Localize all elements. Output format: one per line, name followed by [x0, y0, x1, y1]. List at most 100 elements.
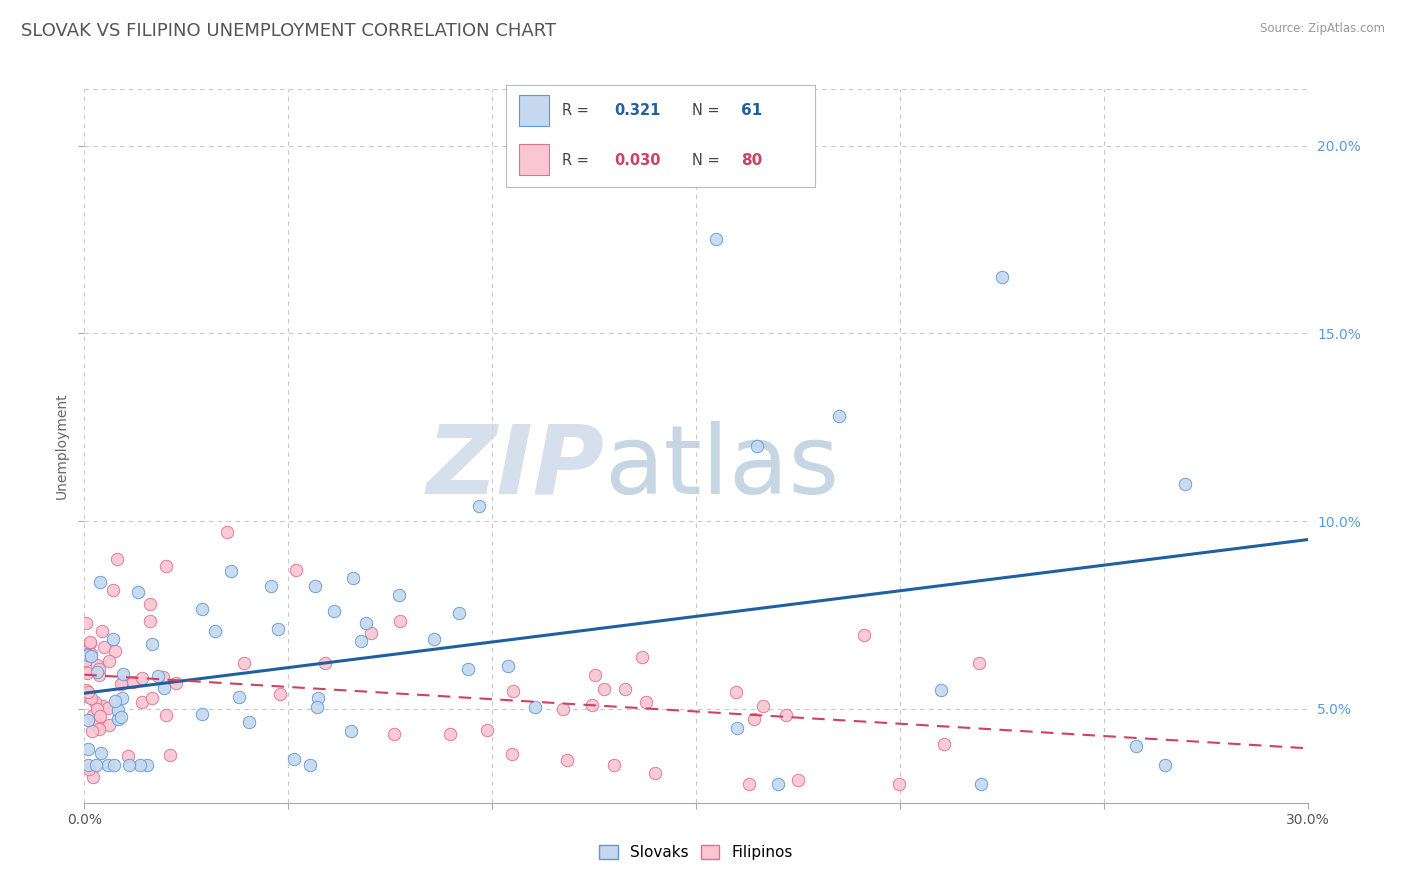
Point — [155, 707, 177, 722]
Point — [204, 624, 226, 639]
Point — [103, 582, 125, 597]
Point — [285, 563, 308, 577]
Point — [314, 657, 336, 671]
Point — [475, 723, 498, 737]
Point — [190, 602, 212, 616]
Point — [502, 683, 524, 698]
Point — [305, 699, 328, 714]
Point — [634, 695, 657, 709]
Point — [77, 741, 100, 756]
Point — [84, 695, 107, 709]
Point — [104, 694, 127, 708]
Point — [84, 758, 107, 772]
Point — [775, 708, 797, 723]
Point — [111, 691, 134, 706]
Point — [91, 624, 114, 639]
Point — [80, 690, 103, 705]
Point — [360, 626, 382, 640]
Point — [90, 746, 112, 760]
Point — [354, 615, 377, 630]
Point — [107, 712, 129, 726]
Point — [159, 747, 181, 762]
Point — [141, 691, 163, 706]
Point — [129, 758, 152, 772]
Point — [127, 585, 149, 599]
Point — [1174, 476, 1197, 491]
Point — [80, 648, 103, 663]
Point — [603, 758, 626, 772]
Text: R =: R = — [562, 103, 589, 119]
Point — [388, 587, 411, 601]
Point — [83, 717, 105, 731]
Point — [457, 662, 479, 676]
Point — [77, 690, 100, 704]
Point — [138, 597, 160, 611]
Point — [853, 628, 876, 642]
Text: 0.321: 0.321 — [614, 103, 661, 119]
Point — [91, 699, 114, 714]
Point — [93, 640, 115, 654]
Point — [725, 685, 748, 699]
Point — [110, 677, 132, 691]
Point — [496, 658, 519, 673]
Point — [79, 634, 101, 648]
Point — [725, 721, 748, 735]
Point — [80, 724, 103, 739]
Point — [644, 765, 666, 780]
Point — [349, 633, 371, 648]
Text: 80: 80 — [741, 153, 762, 168]
Point — [86, 701, 108, 715]
Point — [304, 579, 326, 593]
Text: Source: ZipAtlas.com: Source: ZipAtlas.com — [1260, 22, 1385, 36]
Point — [110, 710, 132, 724]
Point — [136, 758, 159, 772]
Point — [139, 615, 162, 629]
Text: ZIP: ZIP — [426, 421, 605, 514]
Text: 61: 61 — [741, 103, 762, 119]
Point — [752, 698, 775, 713]
Point — [89, 575, 111, 590]
Point — [342, 570, 364, 584]
Point — [970, 777, 993, 791]
Point — [76, 665, 98, 680]
Point — [553, 702, 575, 716]
Point — [233, 657, 256, 671]
Point — [613, 682, 636, 697]
Point — [524, 699, 547, 714]
Point — [131, 671, 153, 685]
Point — [77, 758, 100, 772]
Point — [166, 676, 188, 690]
Point — [217, 525, 239, 540]
Point — [706, 232, 728, 246]
Point — [631, 649, 654, 664]
Point — [155, 559, 177, 574]
Point — [267, 622, 290, 636]
Text: N =: N = — [692, 153, 720, 168]
Point — [89, 662, 111, 676]
Point — [592, 681, 614, 696]
Point — [105, 551, 128, 566]
Point — [502, 747, 524, 761]
Point — [97, 758, 120, 772]
Point — [1154, 758, 1177, 772]
Point — [103, 758, 125, 772]
Point — [77, 648, 100, 662]
Point — [131, 695, 153, 709]
Point — [82, 708, 104, 723]
Text: 0.030: 0.030 — [614, 153, 661, 168]
Point — [468, 499, 491, 513]
Point — [887, 777, 910, 791]
Point — [307, 691, 329, 706]
Point — [323, 604, 346, 618]
Point — [382, 727, 405, 741]
Point — [75, 653, 97, 667]
Point — [77, 762, 100, 776]
Point — [101, 632, 124, 646]
Point — [77, 714, 100, 728]
Point — [929, 683, 952, 698]
Point — [98, 654, 121, 668]
Point — [260, 578, 283, 592]
Point — [298, 758, 321, 772]
Point — [75, 645, 97, 659]
Point — [738, 777, 761, 791]
